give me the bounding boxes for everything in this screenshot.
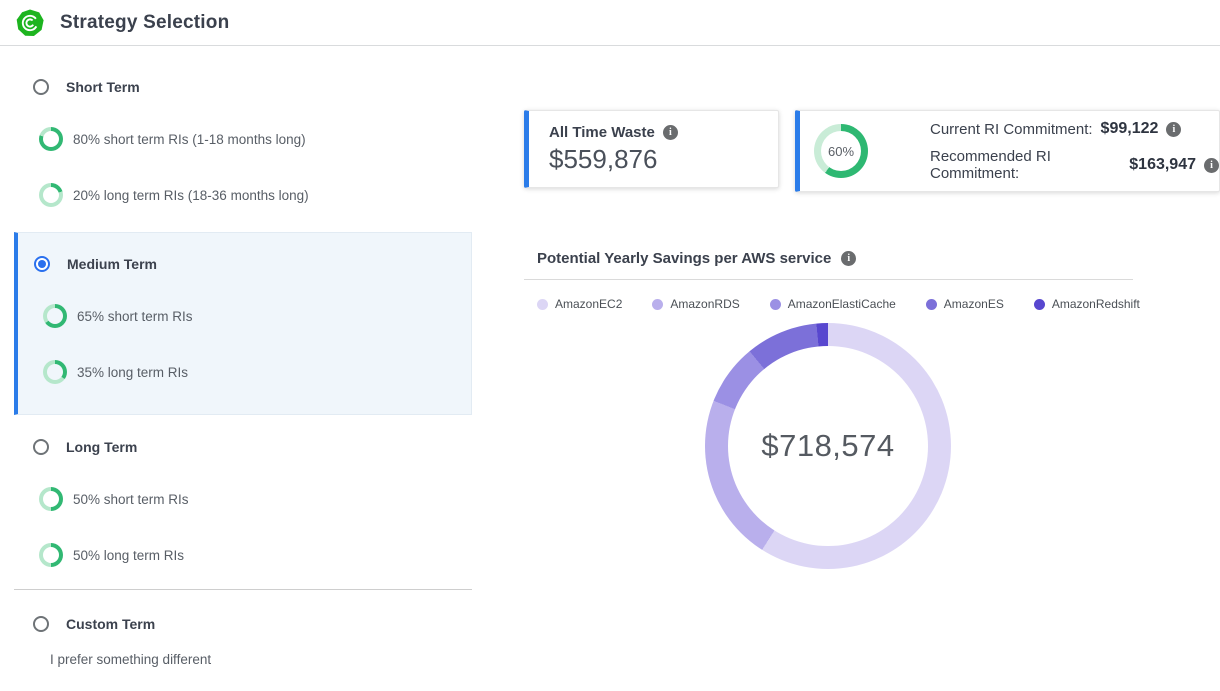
recommended-commitment-label: Recommended RI Commitment: [930, 148, 1051, 182]
option-label: Long Term [66, 439, 138, 455]
app-logo-icon [16, 9, 44, 36]
app-header: Strategy Selection [0, 0, 1220, 46]
legend-label: AmazonES [943, 297, 1004, 311]
info-icon[interactable]: i [662, 125, 678, 140]
radio-custom-term[interactable] [33, 616, 49, 632]
legend-item-amazonec2[interactable]: AmazonEC2 [537, 297, 622, 311]
legend-label: AmazonRedshift [1051, 297, 1140, 311]
legend-dot [652, 298, 664, 310]
donut-ring [705, 323, 951, 569]
option-medium-term: Medium Term 65% short term RIs 35% long … [14, 232, 472, 415]
commitment-gauge: 60% [814, 124, 868, 178]
option-custom-term-header[interactable]: Custom Term [14, 616, 472, 632]
section-divider [14, 589, 472, 590]
option-short-term-header[interactable]: Short Term [14, 79, 472, 95]
chart-legend: AmazonEC2 AmazonRDS AmazonElastiCache Am… [537, 297, 1220, 311]
info-icon[interactable]: i [841, 251, 857, 266]
legend-dot [1033, 298, 1045, 310]
option-medium-term-header[interactable]: Medium Term [18, 256, 471, 272]
radio-long-term[interactable] [33, 439, 49, 455]
recommended-commitment-value: $163,947 [1129, 156, 1196, 173]
info-icon[interactable]: i [1204, 157, 1219, 173]
option-long-term: Long Term 50% short term RIs 50% long te… [14, 439, 472, 567]
option-sub-item: 80% short term RIs (1-18 months long) [39, 127, 472, 151]
sub-item-label: 50% long term RIs [73, 547, 185, 563]
option-custom-term: Custom Term I prefer something different [14, 616, 472, 667]
waste-card-value: $559,876 [549, 144, 658, 174]
legend-dot [925, 298, 937, 310]
sub-item-label: 50% short term RIs [73, 491, 189, 507]
legend-dot [769, 298, 781, 310]
sub-item-label: 65% short term RIs [77, 308, 193, 324]
custom-term-description: I prefer something different [50, 652, 212, 667]
option-sub-item: 65% short term RIs [43, 304, 471, 328]
ratio-ring-icon [43, 360, 67, 384]
info-icon[interactable]: i [1166, 121, 1182, 137]
option-sub-item: 50% long term RIs [39, 543, 472, 567]
option-long-term-header[interactable]: Long Term [14, 439, 472, 455]
legend-item-amazonrds[interactable]: AmazonRDS [652, 297, 740, 311]
option-sub-item: 35% long term RIs [43, 360, 471, 384]
ratio-ring-icon [39, 183, 63, 207]
gauge-percentage: 60% [827, 143, 855, 159]
page-title: Strategy Selection [60, 11, 230, 33]
ratio-ring-icon [39, 487, 63, 511]
legend-label: AmazonRDS [670, 297, 740, 311]
donut-center-value: $718,574 [761, 428, 895, 463]
legend-item-amazonelasticache[interactable]: AmazonElastiCache [769, 297, 896, 311]
option-sub-item: 20% long term RIs (18-36 months long) [39, 183, 472, 207]
all-time-waste-card: All Time Waste i $559,876 [524, 110, 779, 188]
summary-area: All Time Waste i $559,876 60% Current RI… [524, 46, 1220, 569]
legend-label: AmazonEC2 [555, 297, 623, 311]
current-commitment-value: $99,122 [1100, 120, 1159, 137]
radio-medium-term[interactable] [34, 256, 50, 272]
waste-card-label: All Time Waste [549, 124, 655, 141]
legend-item-amazones[interactable]: AmazonES [925, 297, 1004, 311]
legend-label: AmazonElastiCache [787, 297, 896, 311]
savings-donut-chart[interactable]: $718,574 [705, 323, 951, 569]
sub-item-label: 20% long term RIs (18-36 months long) [73, 187, 309, 203]
strategy-option-list: Short Term 80% short term RIs (1-18 mont… [0, 46, 472, 667]
summary-cards: All Time Waste i $559,876 60% Current RI… [524, 110, 1220, 192]
legend-dot [537, 298, 548, 310]
radio-short-term[interactable] [33, 79, 49, 95]
option-label: Custom Term [66, 616, 156, 632]
current-commitment-label: Current RI Commitment: [930, 120, 1093, 138]
option-short-term: Short Term 80% short term RIs (1-18 mont… [14, 79, 472, 207]
ratio-ring-icon [39, 127, 63, 151]
option-sub-item: 50% short term RIs [39, 487, 472, 511]
option-label: Short Term [66, 79, 140, 95]
sub-item-label: 35% long term RIs [77, 364, 189, 380]
ri-commitment-card: 60% Current RI Commitment: $99,122 i Rec… [795, 110, 1220, 192]
option-label: Medium Term [67, 256, 157, 272]
ratio-ring-icon [39, 543, 63, 567]
sub-item-label: 80% short term RIs (1-18 months long) [73, 131, 306, 147]
recommended-commitment-row: Recommended RI Commitment: $163,947 i [930, 148, 1219, 182]
chart-divider [524, 279, 1133, 280]
ratio-ring-icon [43, 304, 67, 328]
savings-chart-section: Potential Yearly Savings per AWS service… [524, 250, 1220, 569]
chart-title: Potential Yearly Savings per AWS service [537, 250, 832, 267]
current-commitment-row: Current RI Commitment: $99,122 i [930, 120, 1219, 138]
legend-item-amazonredshift[interactable]: AmazonRedshift [1033, 297, 1140, 311]
